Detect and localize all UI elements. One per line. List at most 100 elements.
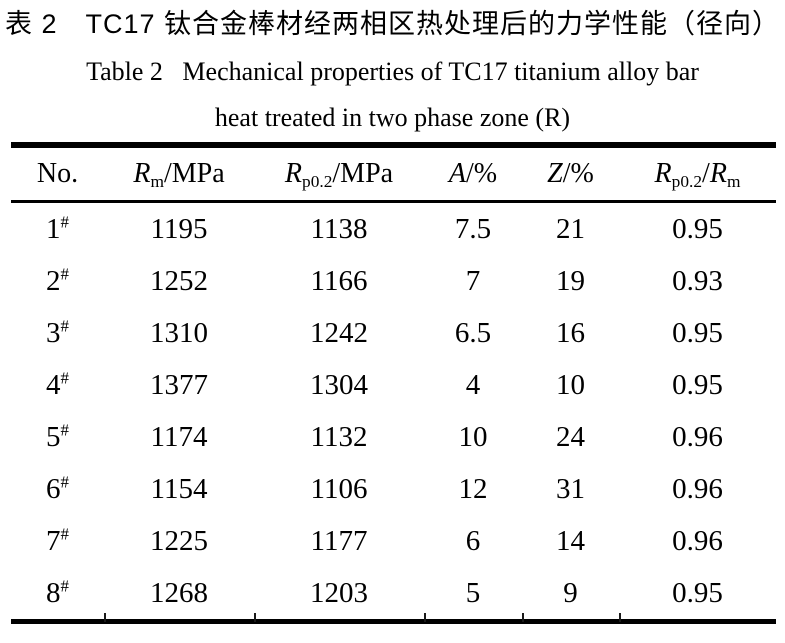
specimen-number: 1 — [46, 212, 61, 245]
cell-z: 10 — [556, 368, 585, 401]
cell-no: 6# — [11, 463, 104, 515]
cell-rp02: 1166 — [310, 264, 368, 297]
cell-a: 7 — [465, 264, 481, 297]
table-row: 5# 1174 1132 10 24 0.96 — [11, 411, 776, 463]
unit-percent: /% — [562, 158, 594, 189]
hash-superscript: # — [60, 211, 69, 231]
cell-rp02: 1203 — [310, 576, 368, 609]
cell-rm: 1154 — [150, 472, 208, 505]
cell-z: 19 — [556, 264, 585, 297]
cell-a: 12 — [458, 472, 488, 505]
cell-a: 5 — [465, 576, 481, 609]
column-boundary-tick — [254, 613, 256, 622]
cell-rm: 1174 — [150, 420, 208, 453]
cell-ratio: 0.93 — [672, 264, 723, 297]
cell-z: 31 — [556, 472, 585, 505]
cell-z: 24 — [556, 420, 585, 453]
cell-ratio: 0.96 — [672, 420, 723, 453]
cell-ratio: 0.96 — [672, 472, 723, 505]
cell-a: 4 — [465, 368, 481, 401]
cell-rm: 1195 — [150, 212, 208, 245]
cell-no: 5# — [11, 411, 104, 463]
cell-no: 1# — [11, 202, 104, 256]
subscript-m: m — [726, 171, 741, 191]
cell-rm: 1310 — [150, 316, 208, 349]
column-boundary-tick — [104, 613, 106, 622]
column-header-a: A/% — [424, 145, 522, 202]
specimen-number: 3 — [46, 316, 61, 349]
hash-superscript: # — [60, 575, 69, 595]
column-header-z: Z/% — [522, 145, 619, 202]
table-wrapper: No. Rm/MPa Rp0.2/MPa A/% Z/% R — [11, 142, 776, 624]
cell-no: 3# — [11, 307, 104, 359]
symbol-r: R — [133, 158, 151, 189]
symbol-a: A — [448, 158, 466, 189]
cell-z: 9 — [563, 576, 578, 609]
header-label: No. — [36, 158, 79, 189]
table-row: 7# 1225 1177 6 14 0.96 — [11, 515, 776, 567]
cell-ratio: 0.95 — [672, 368, 723, 401]
table-caption-english-line2: heat treated in two phase zone (R) — [214, 103, 571, 132]
cell-a: 7.5 — [454, 212, 492, 245]
unit-percent: /% — [466, 158, 498, 189]
cell-z: 16 — [556, 316, 585, 349]
table-body: 1# 1195 1138 7.5 21 0.95 2# 1252 1166 7 19 0.93 3# 13… — [11, 202, 776, 622]
table-row: 4# 1377 1304 4 10 0.95 — [11, 359, 776, 411]
cell-rp02: 1106 — [310, 472, 368, 505]
header-row: No. Rm/MPa Rp0.2/MPa A/% Z/% R — [11, 145, 776, 202]
column-header-rm: Rm/MPa — [104, 145, 254, 202]
cell-no: 4# — [11, 359, 104, 411]
cell-rp02: 1304 — [310, 368, 368, 401]
cell-a: 6.5 — [454, 316, 492, 349]
cell-a: 10 — [458, 420, 488, 453]
hash-superscript: # — [60, 367, 69, 387]
unit-mpa: /MPa — [332, 158, 394, 189]
cell-z: 21 — [556, 212, 585, 245]
cell-no: 7# — [11, 515, 104, 567]
unit-mpa: /MPa — [163, 158, 225, 189]
table-row: 3# 1310 1242 6.5 16 0.95 — [11, 307, 776, 359]
specimen-number: 7 — [46, 524, 61, 557]
table-row: 2# 1252 1166 7 19 0.93 — [11, 255, 776, 307]
cell-rm: 1268 — [150, 576, 208, 609]
symbol-z: Z — [547, 158, 563, 189]
symbol-r: R — [654, 158, 672, 189]
table-row: 8# 1268 1203 5 9 0.95 — [11, 567, 776, 622]
slash: / — [702, 158, 710, 189]
mechanical-properties-table: No. Rm/MPa Rp0.2/MPa A/% Z/% R — [11, 142, 776, 624]
subscript-p02: p0.2 — [302, 171, 333, 191]
table-caption-english-line1: Table 2 Mechanical properties of TC17 ti… — [86, 57, 699, 86]
table-caption-chinese: 表 2 TC17 钛合金棒材经两相区热处理后的力学性能（径向） — [4, 9, 781, 39]
hash-superscript: # — [60, 471, 69, 491]
specimen-number: 6 — [46, 472, 61, 505]
table-row: 6# 1154 1106 12 31 0.96 — [11, 463, 776, 515]
cell-rp02: 1132 — [310, 420, 368, 453]
column-boundary-tick — [522, 613, 524, 622]
hash-superscript: # — [60, 263, 69, 283]
column-header-ratio: Rp0.2/Rm — [619, 145, 776, 202]
hash-superscript: # — [60, 419, 69, 439]
column-header-no: No. — [11, 145, 104, 202]
table-row: 1# 1195 1138 7.5 21 0.95 — [11, 202, 776, 256]
cell-rm: 1377 — [150, 368, 208, 401]
cell-rp02: 1138 — [310, 212, 368, 245]
cell-ratio: 0.95 — [672, 316, 723, 349]
cell-rm: 1252 — [150, 264, 208, 297]
column-boundary-tick — [619, 613, 621, 622]
subscript-p02: p0.2 — [671, 171, 703, 191]
specimen-number: 2 — [46, 264, 61, 297]
symbol-r: R — [709, 158, 727, 189]
cell-ratio: 0.95 — [672, 576, 723, 609]
specimen-number: 4 — [46, 368, 61, 401]
subscript-m: m — [150, 171, 164, 191]
hash-superscript: # — [60, 315, 69, 335]
cell-rp02: 1242 — [310, 316, 368, 349]
cell-ratio: 0.95 — [672, 212, 723, 245]
specimen-number: 8 — [46, 576, 61, 609]
cell-z: 14 — [556, 524, 585, 557]
specimen-number: 5 — [46, 420, 61, 453]
column-boundary-tick — [424, 613, 426, 622]
cell-a: 6 — [465, 524, 481, 557]
column-header-rp02: Rp0.2/MPa — [254, 145, 424, 202]
